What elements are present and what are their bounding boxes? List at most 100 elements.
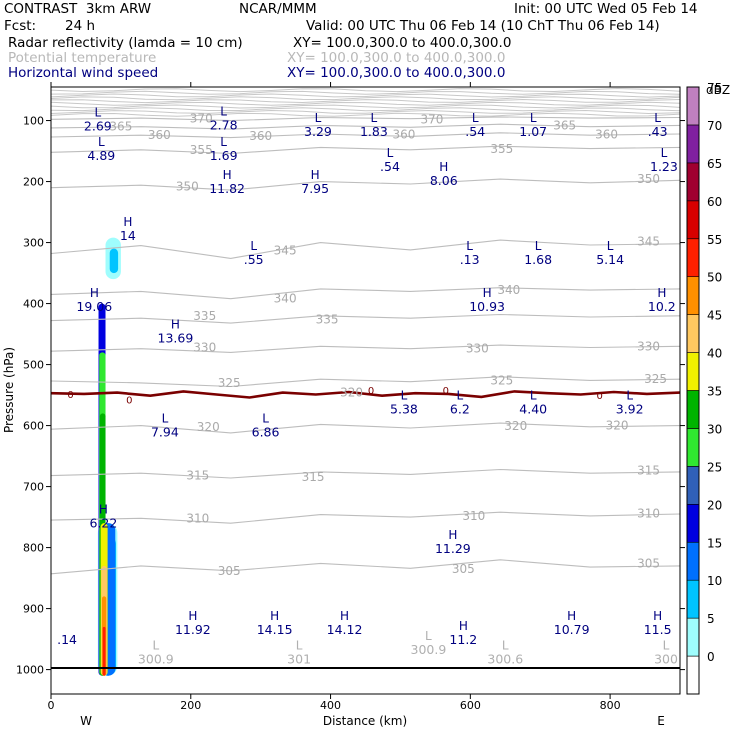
y-axis-label: Pressure (hPa) — [2, 347, 16, 433]
wind-extremum-type: H — [653, 609, 662, 623]
theta-contour-label: 330 — [193, 340, 216, 354]
field-xy-wind: XY= 100.0,300.0 to 400.0,300.0 — [287, 65, 506, 81]
theta-contour-label: 355 — [490, 142, 513, 156]
theta-extremum-type: L — [296, 638, 303, 652]
colorbar-tick-label: 45 — [707, 309, 722, 323]
x-tick-label: 0 — [48, 699, 55, 712]
wind-extremum-value: .54 — [380, 159, 400, 174]
wind-extremum-value: 1.07 — [519, 124, 547, 139]
wind-extremum-type: H — [448, 528, 457, 542]
wind-extremum-value: .14 — [57, 632, 77, 647]
colorbar-tick-label: 35 — [707, 385, 722, 399]
theta-extremum-type: L — [663, 638, 670, 652]
theta-isentrope-325 — [51, 376, 680, 388]
wind-extremum-value: 11.92 — [175, 622, 211, 637]
wind-extremum-type: L — [220, 135, 227, 149]
theta-contour-label: 315 — [186, 469, 209, 483]
wind-extremum-type: H — [99, 502, 108, 516]
wind-extremum-value: 6.2 — [450, 401, 470, 416]
wind-extremum-value: 2.78 — [210, 118, 238, 133]
y-tick-label: 500 — [23, 359, 44, 372]
colorbar-tick-label: 20 — [707, 498, 722, 512]
theta-contour-label: 320 — [504, 419, 527, 433]
theta-isentrope-350 — [51, 178, 680, 191]
wind-extremum-value: 10.79 — [554, 622, 590, 637]
theta-contour-label: 360 — [595, 128, 618, 142]
theta-contour-label: 315 — [302, 470, 325, 484]
wind-extremum-type: L — [220, 105, 227, 119]
wind-extremum-value: 1.23 — [650, 159, 678, 174]
colorbar-swatch — [686, 655, 700, 695]
wind-extremum-type: L — [371, 111, 378, 125]
theta-contour-label: 335 — [193, 309, 216, 323]
colorbar-swatch — [686, 276, 700, 315]
theta-isentrope-upper — [51, 101, 680, 106]
wind-extremum-type: H — [657, 286, 666, 300]
wind-extremum-type: L — [250, 239, 257, 253]
theta-extremum-value: 301 — [287, 651, 311, 666]
colorbar-tick-label: 30 — [707, 422, 722, 436]
zero-dbz-label: 0 — [67, 390, 73, 401]
wind-extremum-value: 2.69 — [84, 118, 112, 133]
zero-dbz-label: 0 — [126, 395, 132, 406]
theta-extremum-value: 300.9 — [411, 642, 447, 657]
wind-extremum-value: 11.29 — [435, 541, 471, 556]
theta-isentrope-upper — [51, 90, 680, 95]
theta-contour-label: 320 — [340, 386, 363, 400]
wind-extremum-value: 14.15 — [257, 622, 293, 637]
y-tick-label: 200 — [23, 176, 44, 189]
colorbar-swatch — [686, 428, 700, 467]
zero-dbz-line — [51, 390, 680, 399]
theta-extremum-value: 300.6 — [487, 651, 523, 666]
theta-isentrope-upper — [51, 104, 680, 109]
wind-extremum-value: 10.93 — [469, 299, 505, 314]
theta-contour-label: 310 — [462, 509, 485, 523]
reflectivity-cell — [102, 626, 106, 676]
theta-contour-label: 330 — [466, 342, 489, 356]
wind-extremum-value: .13 — [460, 252, 480, 267]
reflectivity-cell — [105, 237, 121, 280]
wind-extremum-value: 4.40 — [519, 401, 547, 416]
wind-extremum-type: L — [457, 388, 464, 402]
wind-extremum-type: H — [123, 215, 132, 229]
wind-extremum-value: 7.94 — [151, 425, 179, 440]
theta-contour-label: 305 — [637, 556, 660, 570]
colorbar-tick-label: 65 — [707, 157, 722, 171]
colorbar-tick-label: 40 — [707, 347, 722, 361]
colorbar-swatch — [686, 504, 700, 543]
wind-extremum-value: 14.12 — [327, 622, 363, 637]
wind-extremum-type: H — [90, 286, 99, 300]
theta-isentrope-330 — [51, 344, 680, 353]
wind-extremum-type: H — [188, 609, 197, 623]
wind-extremum-value: 6.22 — [89, 515, 117, 530]
theta-contour-label: 350 — [176, 179, 199, 193]
wind-extremum-type: L — [466, 239, 473, 253]
theta-contour-label: 340 — [274, 292, 297, 306]
theta-isentrope-360 — [51, 132, 680, 139]
colorbar-swatch — [686, 466, 700, 505]
forecast-label: Fcst: — [4, 18, 37, 34]
wind-extremum-type: H — [439, 160, 448, 174]
zero-dbz-label: 0 — [368, 386, 374, 397]
reflectivity-cell — [101, 565, 107, 676]
wind-extremum-type: L — [530, 388, 537, 402]
zero-dbz-label: 0 — [443, 386, 449, 397]
colorbar-swatch — [686, 238, 700, 277]
wind-extremum-type: L — [626, 388, 633, 402]
theta-isentrope-upper — [51, 96, 680, 101]
theta-isentrope-upper — [51, 93, 680, 98]
theta-contour-label: 360 — [148, 128, 171, 142]
reflectivity-cell — [102, 596, 107, 676]
colorbar-tick-label: 60 — [707, 195, 722, 209]
x-axis-label: Distance (km) — [323, 714, 407, 728]
colorbar-swatch — [686, 162, 700, 202]
y-tick-label: 900 — [23, 603, 44, 616]
wind-extremum-value: 1.83 — [360, 124, 388, 139]
zero-dbz-label: 0 — [596, 391, 602, 402]
theta-extremum-type: L — [502, 638, 509, 652]
field-xy-theta: XY= 100.0,300.0 to 400.0,300.0 — [287, 50, 506, 66]
colorbar-frame — [686, 86, 700, 695]
colorbar-tick-label: 10 — [707, 574, 722, 588]
theta-contour-label: 310 — [186, 511, 209, 525]
colorbar-swatch — [686, 200, 700, 240]
